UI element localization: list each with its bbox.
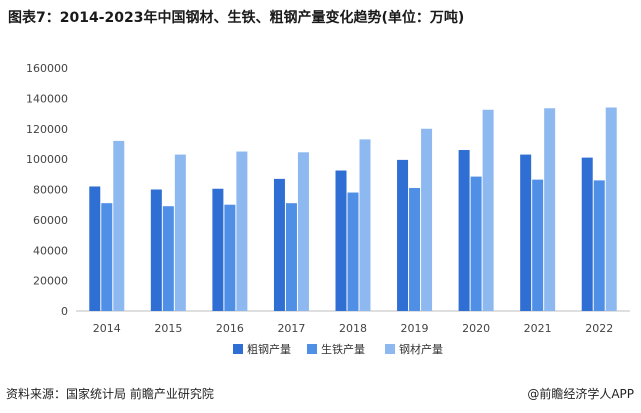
bar [162, 206, 174, 311]
x-tick-label: 2016 [216, 322, 244, 335]
bar [101, 203, 113, 311]
legend-swatch [307, 344, 317, 354]
x-axis: 2014 2015 2016 2017 2018 2019 2020 2021 2022 [76, 310, 630, 335]
y-tick-label: 160000 [26, 62, 68, 75]
bar [297, 152, 309, 311]
y-tick-label: 60000 [33, 214, 68, 227]
bar [532, 179, 544, 311]
bar-chart: 0 20000 40000 60000 80000 100000 120000 140000 1… [26, 62, 630, 356]
legend-swatch [385, 344, 395, 354]
x-tick-label: 2018 [339, 322, 367, 335]
brand-credit: @前瞻经济学人APP [527, 387, 634, 401]
y-tick-label: 20000 [33, 275, 68, 288]
x-tick-label: 2021 [524, 322, 552, 335]
bar [224, 204, 236, 311]
chart-title: 图表7：2014-2023年中国钢材、生铁、粗钢产量变化趋势(单位：万吨) [8, 10, 465, 26]
bar [347, 192, 359, 311]
legend-label: 粗钢产量 [247, 342, 291, 356]
legend-label: 生铁产量 [321, 342, 365, 356]
y-tick-label: 40000 [33, 244, 68, 257]
bar [150, 189, 162, 311]
bar [593, 180, 605, 311]
bar [89, 186, 101, 311]
bar [482, 109, 494, 311]
legend: 粗钢产量 生铁产量 钢材产量 [233, 342, 443, 356]
bar [421, 128, 433, 311]
x-tick-label: 2014 [93, 322, 121, 335]
bars [89, 107, 617, 311]
x-tick-label: 2017 [277, 322, 305, 335]
y-tick-label: 80000 [33, 184, 68, 197]
x-tick-label: 2015 [154, 322, 182, 335]
x-tick-label: 2020 [462, 322, 490, 335]
bar [285, 203, 297, 311]
y-tick-label: 100000 [26, 153, 68, 166]
bar [409, 187, 421, 311]
y-axis: 0 20000 40000 60000 80000 100000 120000 140000 1… [26, 62, 68, 318]
bar [397, 159, 409, 311]
bar [458, 150, 470, 311]
bar [520, 154, 532, 311]
y-tick-label: 120000 [26, 123, 68, 136]
legend-label: 钢材产量 [399, 342, 443, 356]
bar [236, 151, 248, 311]
bar [113, 140, 125, 311]
bar [470, 176, 482, 311]
y-tick-label: 140000 [26, 92, 68, 105]
x-tick-label: 2019 [401, 322, 429, 335]
bar [359, 139, 371, 311]
bar [335, 170, 347, 311]
y-tick-label: 0 [61, 305, 68, 318]
bar [174, 154, 186, 311]
source-note: 资料来源：国家统计局 前瞻产业研究院 [6, 387, 214, 401]
bar [544, 108, 556, 311]
bar [273, 178, 285, 311]
bar [581, 157, 593, 311]
x-tick-label: 2022 [585, 322, 613, 335]
legend-swatch [233, 344, 243, 354]
bar [212, 188, 224, 311]
bar [605, 107, 617, 311]
